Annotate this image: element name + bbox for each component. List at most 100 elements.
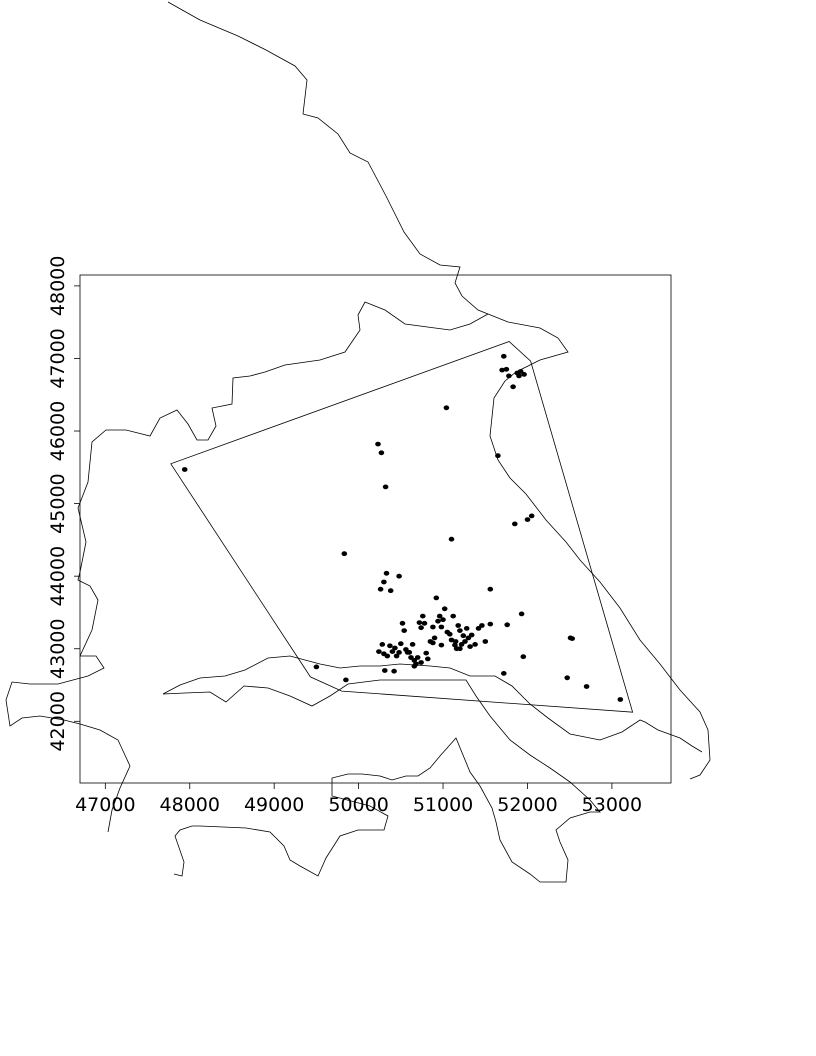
data-point	[387, 643, 393, 649]
data-point	[499, 367, 505, 373]
data-point	[375, 441, 381, 447]
x-tick-label: 48000	[160, 794, 220, 816]
data-point	[504, 622, 511, 628]
data-point	[396, 650, 402, 655]
data-point	[416, 620, 423, 625]
data-point	[341, 551, 348, 557]
data-point	[501, 353, 507, 359]
data-point	[440, 617, 446, 623]
convex-hull-outline	[170, 341, 634, 713]
data-point	[409, 642, 416, 647]
data-point	[468, 632, 475, 638]
data-point	[433, 595, 440, 601]
data-point	[452, 642, 458, 648]
data-point	[524, 517, 531, 522]
data-point	[487, 621, 494, 627]
data-point	[447, 631, 453, 637]
data-point	[487, 586, 494, 592]
x-tick-label: 53000	[582, 794, 642, 816]
data-point	[399, 620, 406, 626]
data-point	[420, 613, 426, 619]
data-point	[450, 613, 457, 619]
data-point	[517, 369, 524, 374]
data-point	[462, 639, 468, 644]
data-point	[376, 649, 382, 654]
y-tick-label: 43000	[47, 619, 69, 679]
data-point	[382, 668, 388, 673]
y-tick-label: 47000	[47, 328, 69, 388]
data-point	[472, 642, 478, 647]
coastline-south-outer	[162, 679, 601, 883]
data-point	[389, 649, 396, 654]
data-point	[425, 656, 431, 662]
data-point	[423, 650, 430, 656]
y-tick-label: 46000	[47, 401, 69, 461]
data-point	[438, 642, 445, 648]
x-axis: 47000 48000 49000 50000 51000 52000 53000	[75, 783, 642, 816]
data-point	[421, 620, 428, 626]
y-tick-label: 45000	[47, 473, 69, 533]
data-point	[516, 373, 522, 379]
data-point	[457, 628, 463, 633]
x-tick-label: 52000	[497, 794, 557, 816]
data-point	[441, 606, 448, 612]
data-point	[404, 650, 411, 655]
data-point	[506, 373, 512, 379]
data-point	[503, 366, 510, 372]
x-tick-label: 50000	[328, 794, 388, 816]
data-point	[393, 653, 400, 659]
data-point	[181, 467, 188, 472]
coastline-west	[5, 301, 489, 833]
data-point	[438, 624, 445, 630]
data-point	[443, 405, 450, 411]
data-points	[181, 353, 624, 702]
data-point	[398, 641, 404, 647]
data-point	[467, 644, 473, 649]
data-point	[455, 623, 462, 628]
x-tick-label: 51000	[413, 794, 473, 816]
x-tick-label: 47000	[75, 794, 135, 816]
data-point	[583, 684, 590, 689]
data-point	[479, 623, 485, 628]
data-point	[383, 570, 390, 576]
data-point	[401, 628, 408, 633]
data-point	[501, 671, 507, 676]
data-point	[414, 655, 421, 660]
data-point	[381, 579, 387, 585]
y-axis: 42000 43000 44000 45000 46000 47000 48000	[47, 256, 80, 752]
data-point	[378, 450, 385, 456]
data-point	[430, 640, 436, 646]
data-point	[463, 626, 470, 631]
y-tick-label: 44000	[47, 546, 69, 606]
data-point	[448, 637, 455, 643]
data-point	[457, 646, 463, 652]
data-point	[521, 372, 527, 377]
data-point	[343, 677, 349, 683]
data-point	[518, 611, 525, 617]
data-point	[408, 655, 414, 660]
data-point	[396, 573, 402, 579]
data-point	[313, 664, 320, 670]
data-point	[387, 588, 394, 594]
data-point	[617, 697, 624, 702]
data-point	[382, 484, 389, 490]
data-point	[418, 660, 424, 665]
data-point	[452, 639, 459, 644]
data-point	[512, 521, 518, 527]
data-point	[482, 639, 489, 644]
data-point	[411, 663, 418, 669]
data-point	[475, 626, 482, 631]
coastline-outlines	[5, 1, 711, 883]
y-tick-label: 42000	[47, 691, 69, 751]
data-point	[458, 642, 465, 647]
data-point	[569, 636, 575, 641]
data-point	[495, 453, 501, 459]
data-point	[430, 624, 436, 630]
data-point	[377, 586, 384, 592]
coastline-north	[167, 1, 711, 780]
y-tick-label: 48000	[47, 256, 69, 316]
data-point	[392, 645, 398, 651]
data-point	[391, 668, 397, 674]
data-point	[448, 536, 455, 542]
